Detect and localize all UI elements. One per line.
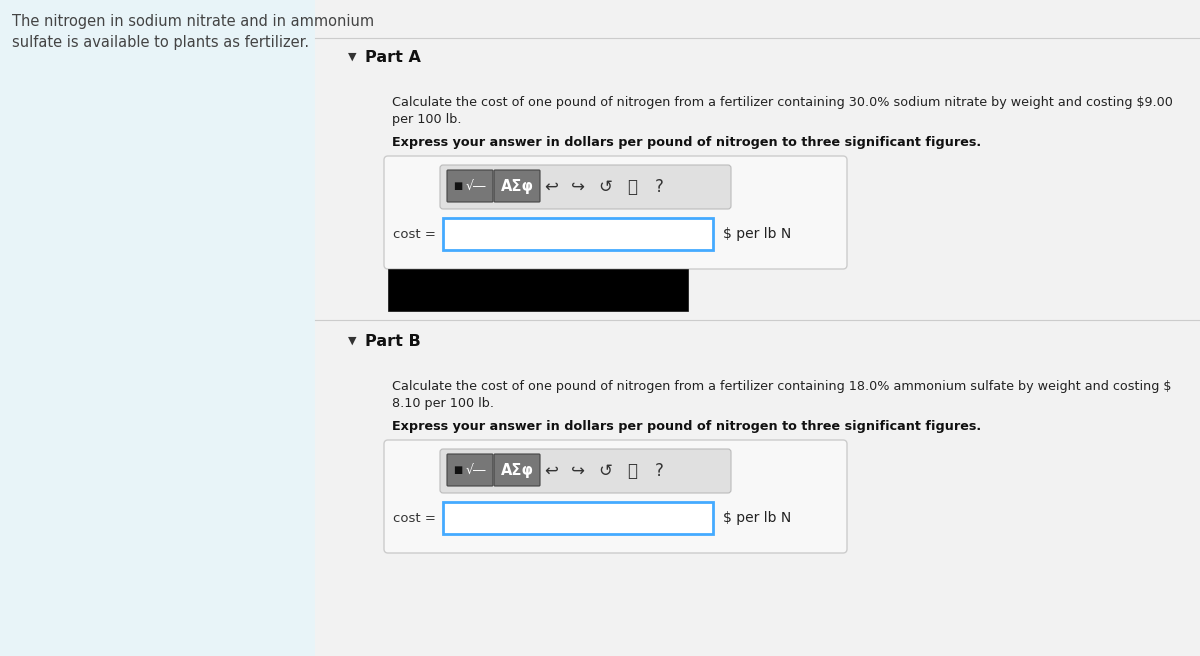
Text: ↪: ↪ [571, 462, 584, 480]
Text: cost =: cost = [394, 512, 436, 525]
Text: ↺: ↺ [598, 178, 612, 196]
FancyBboxPatch shape [440, 165, 731, 209]
Text: $ per lb N: $ per lb N [722, 227, 791, 241]
Text: Part A: Part A [365, 50, 421, 65]
Text: 8.10 per 100 lb.: 8.10 per 100 lb. [392, 397, 494, 410]
Text: Calculate the cost of one pound of nitrogen from a fertilizer containing 30.0% s: Calculate the cost of one pound of nitro… [392, 96, 1172, 109]
Text: ■: ■ [454, 181, 463, 191]
Text: AΣφ: AΣφ [500, 462, 534, 478]
FancyBboxPatch shape [494, 454, 540, 486]
Text: $ per lb N: $ per lb N [722, 511, 791, 525]
FancyBboxPatch shape [494, 170, 540, 202]
FancyBboxPatch shape [446, 454, 493, 486]
Bar [388, 269, 688, 311]
Text: Express your answer in dollars per pound of nitrogen to three significant figure: Express your answer in dollars per pound… [392, 420, 982, 433]
Text: ▼: ▼ [348, 52, 356, 62]
Text: ↩: ↩ [544, 462, 558, 480]
FancyBboxPatch shape [384, 156, 847, 269]
Text: √―: √― [466, 180, 486, 192]
Text: ■: ■ [454, 465, 463, 475]
FancyBboxPatch shape [443, 218, 713, 250]
Bar [0, 0, 314, 656]
FancyBboxPatch shape [443, 502, 713, 534]
Text: Part B: Part B [365, 334, 421, 349]
Text: ⌹: ⌹ [628, 178, 637, 196]
Text: AΣφ: AΣφ [500, 178, 534, 194]
Bar [314, 0, 1200, 656]
Text: The nitrogen in sodium nitrate and in ammonium
sulfate is available to plants as: The nitrogen in sodium nitrate and in am… [12, 14, 374, 50]
Text: √―: √― [466, 464, 486, 476]
Text: Express your answer in dollars per pound of nitrogen to three significant figure: Express your answer in dollars per pound… [392, 136, 982, 149]
FancyBboxPatch shape [446, 170, 493, 202]
FancyBboxPatch shape [440, 449, 731, 493]
Text: cost =: cost = [394, 228, 436, 241]
Text: ▼: ▼ [348, 336, 356, 346]
Text: ⌹: ⌹ [628, 462, 637, 480]
Text: per 100 lb.: per 100 lb. [392, 113, 462, 126]
Text: Calculate the cost of one pound of nitrogen from a fertilizer containing 18.0% a: Calculate the cost of one pound of nitro… [392, 380, 1171, 393]
Text: ↩: ↩ [544, 178, 558, 196]
Text: ?: ? [654, 462, 664, 480]
Text: ↪: ↪ [571, 178, 584, 196]
Text: ↺: ↺ [598, 462, 612, 480]
Text: ?: ? [654, 178, 664, 196]
FancyBboxPatch shape [384, 440, 847, 553]
